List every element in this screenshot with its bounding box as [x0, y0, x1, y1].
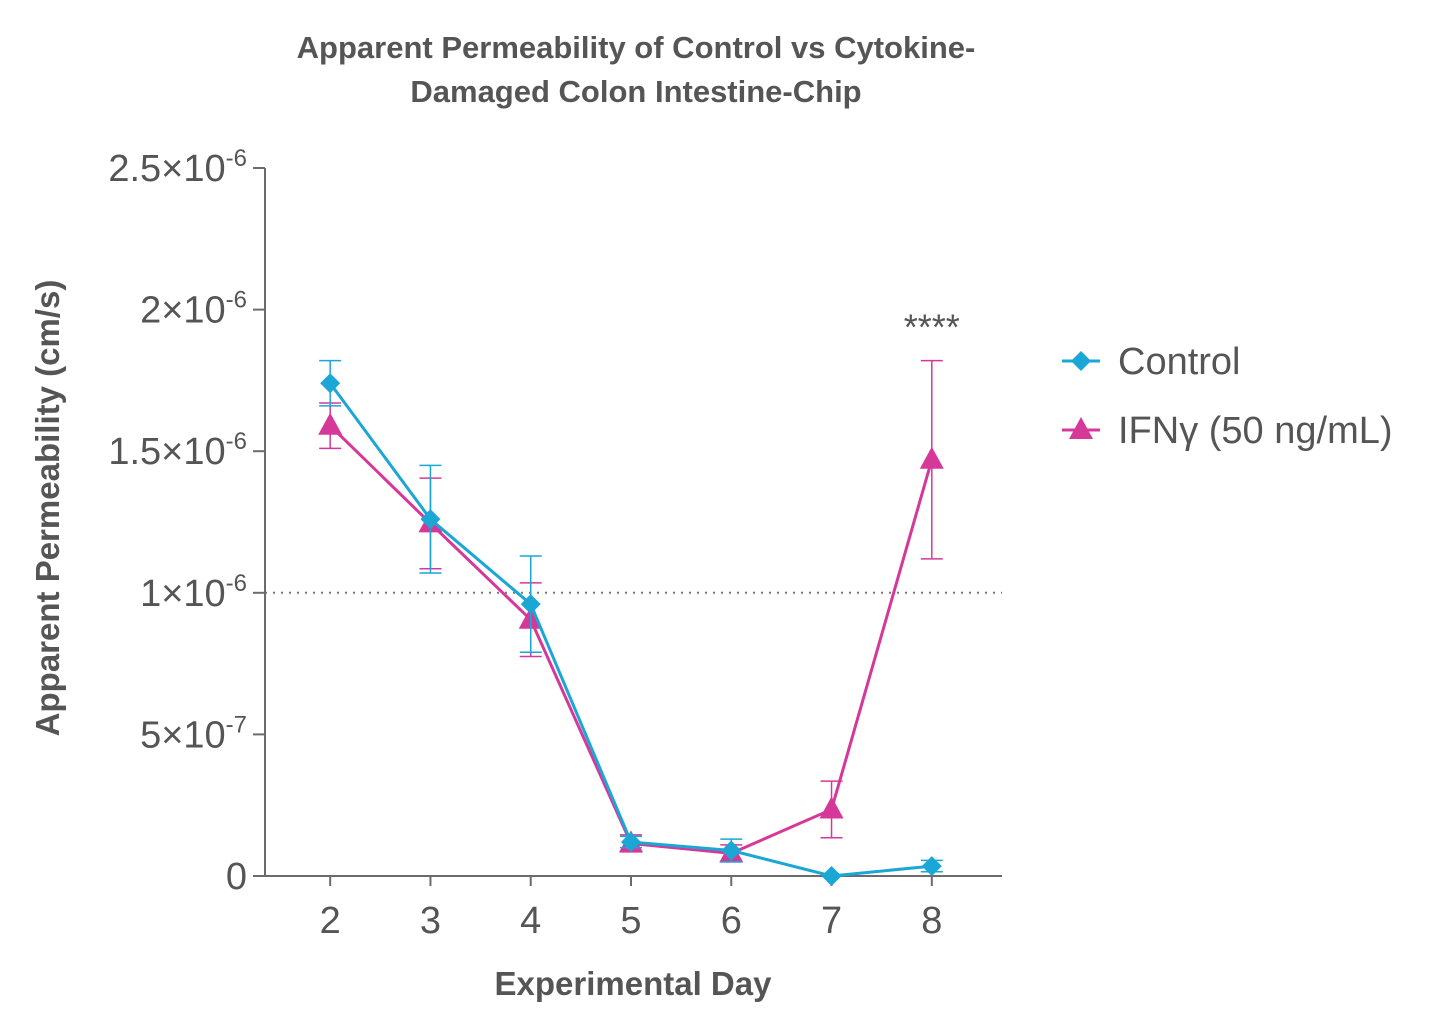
control-data-point — [320, 373, 341, 394]
plot-area: 0 5×10-7 1×10-6 1.5×10-6 2×10-6 2.5×10-6 2 3 4 5 6… — [108, 145, 1002, 942]
ifng-series-line — [329, 424, 934, 855]
x-tick-label: 8 — [921, 900, 942, 942]
control-data-point — [721, 840, 742, 861]
legend-ifng-label: IFNγ (50 ng/mL) — [1118, 410, 1393, 452]
control-data-point — [821, 866, 842, 886]
control-data-point — [420, 509, 441, 530]
x-tick-label: 6 — [721, 900, 742, 942]
legend-control-marker — [1071, 351, 1091, 371]
x-tick-label: 4 — [520, 900, 541, 942]
control-data-point — [620, 832, 641, 853]
legend-ifng-marker — [1069, 417, 1093, 439]
x-axis-label: Experimental Day — [495, 965, 773, 1002]
control-series-line — [328, 382, 932, 878]
y-tick-label: 2×10-6 — [140, 287, 247, 332]
y-tick-label: 5×10-7 — [140, 711, 247, 756]
ifng-data-point — [819, 796, 844, 819]
significance-annotation: **** — [904, 306, 960, 347]
x-tick-label: 5 — [620, 900, 641, 942]
control-data-point — [520, 594, 541, 615]
legend: Control IFNγ (50 ng/mL) — [1062, 341, 1393, 452]
chart-title-line-1: Apparent Permeability of Control vs Cyto… — [297, 30, 976, 65]
x-tick-label: 3 — [420, 900, 441, 942]
legend-control-label: Control — [1118, 341, 1241, 383]
ifng-data-point — [919, 446, 944, 469]
x-tick-label: 2 — [320, 900, 341, 942]
ifng-data-point — [318, 412, 343, 435]
y-axis-label: Apparent Permeability (cm/s) — [29, 280, 66, 737]
y-tick-label: 0 — [226, 856, 247, 898]
chart-title-line-2: Damaged Colon Intestine-Chip — [410, 74, 861, 109]
control-data-point — [921, 856, 942, 877]
x-tick-label: 7 — [821, 900, 842, 942]
y-tick-label: 1.5×10-6 — [108, 428, 247, 473]
y-tick-label: 1×10-6 — [140, 570, 247, 615]
y-tick-label: 2.5×10-6 — [108, 145, 247, 190]
